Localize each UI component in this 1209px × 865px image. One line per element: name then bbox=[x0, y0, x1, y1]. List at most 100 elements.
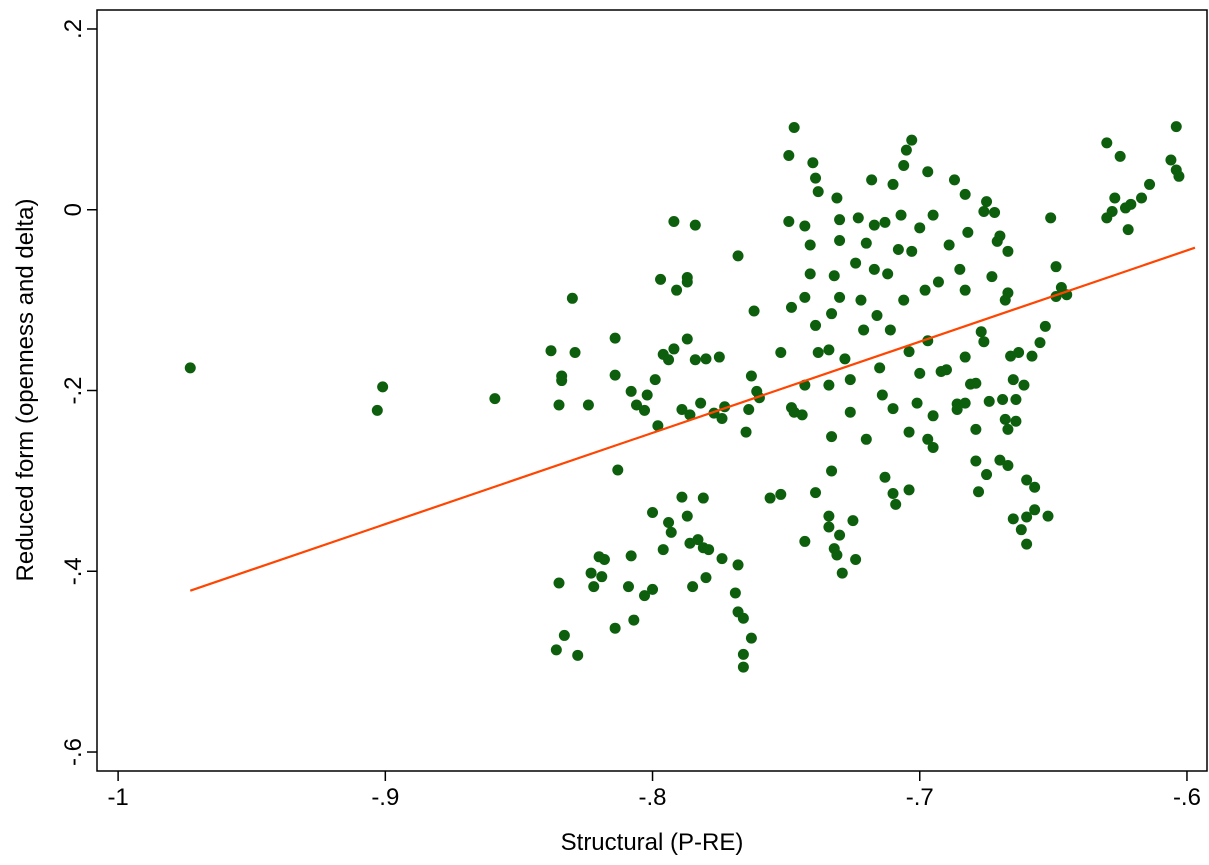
scatter-point bbox=[655, 273, 667, 285]
scatter-point bbox=[1045, 212, 1057, 224]
scatter-point bbox=[823, 510, 835, 522]
scatter-point bbox=[959, 351, 971, 363]
scatter-point bbox=[1029, 481, 1041, 493]
y-tick-label: -.2 bbox=[60, 376, 87, 404]
scatter-point bbox=[900, 144, 912, 156]
scatter-point bbox=[868, 219, 880, 231]
scatter-point bbox=[1114, 150, 1126, 162]
scatter-point bbox=[994, 230, 1006, 242]
scatter-point bbox=[866, 174, 878, 186]
scatter-point bbox=[663, 354, 675, 366]
scatter-point bbox=[785, 301, 797, 313]
scatter-point bbox=[625, 550, 637, 562]
scatter-point bbox=[823, 344, 835, 356]
scatter-point bbox=[732, 250, 744, 262]
scatter-point bbox=[697, 492, 709, 504]
scatter-point bbox=[922, 433, 934, 445]
y-tick-label: -.4 bbox=[60, 557, 87, 585]
scatter-point bbox=[596, 571, 608, 583]
scatter-point bbox=[1050, 261, 1062, 273]
x-tick-label: -.7 bbox=[906, 784, 934, 811]
x-tick-label: -.8 bbox=[639, 784, 667, 811]
scatter-point bbox=[609, 369, 621, 381]
scatter-point bbox=[622, 581, 634, 593]
scatter-point bbox=[1173, 170, 1185, 182]
scatter-point bbox=[914, 222, 926, 234]
scatter-point bbox=[911, 397, 923, 409]
scatter-point bbox=[978, 336, 990, 348]
scatter-point bbox=[783, 215, 795, 227]
scatter-point bbox=[970, 377, 982, 389]
scatter-point bbox=[989, 206, 1001, 218]
scatter-point bbox=[948, 174, 960, 186]
scatter-point bbox=[997, 394, 1009, 406]
scatter-point bbox=[999, 413, 1011, 425]
x-axis-label: Structural (P-RE) bbox=[561, 829, 744, 856]
scatter-point bbox=[799, 291, 811, 303]
scatter-point bbox=[959, 188, 971, 200]
scatter-point bbox=[914, 367, 926, 379]
scatter-point bbox=[1125, 198, 1137, 210]
scatter-point bbox=[558, 629, 570, 641]
scatter-point bbox=[981, 469, 993, 481]
scatter-point bbox=[858, 324, 870, 336]
scatter-point bbox=[804, 268, 816, 280]
scatter-point bbox=[906, 134, 918, 146]
scatter-point bbox=[932, 276, 944, 288]
scatter-point bbox=[1170, 121, 1182, 133]
scatter-point bbox=[962, 226, 974, 238]
x-tick-label: -1 bbox=[107, 784, 128, 811]
scatter-point bbox=[1002, 460, 1014, 472]
scatter-point bbox=[609, 332, 621, 344]
scatter-point bbox=[695, 397, 707, 409]
scatter-point bbox=[836, 567, 848, 579]
scatter-point bbox=[951, 403, 963, 415]
scatter-point bbox=[983, 395, 995, 407]
scatter-point bbox=[1002, 423, 1014, 435]
x-tick-label: -.6 bbox=[1173, 784, 1201, 811]
scatter-point bbox=[775, 347, 787, 359]
scatter-point bbox=[689, 354, 701, 366]
scatter-point bbox=[1021, 474, 1033, 486]
scatter-point bbox=[1029, 504, 1041, 516]
scatter-point bbox=[684, 409, 696, 421]
scatter-point bbox=[927, 209, 939, 221]
scatter-point bbox=[810, 487, 822, 499]
scatter-point bbox=[826, 465, 838, 477]
y-axis-label: Reduced form (openness and delta) bbox=[12, 199, 39, 582]
scatter-point bbox=[737, 648, 749, 660]
scatter-point bbox=[1021, 538, 1033, 550]
scatter-point bbox=[700, 353, 712, 365]
fit-line bbox=[189, 246, 1196, 592]
scatter-point bbox=[692, 534, 704, 546]
scatter-point bbox=[681, 510, 693, 522]
scatter-point bbox=[676, 403, 688, 415]
scatter-point bbox=[1034, 337, 1046, 349]
scatter-point bbox=[598, 554, 610, 566]
scatter-point bbox=[1026, 350, 1038, 362]
scatter-point bbox=[700, 572, 712, 584]
scatter-point bbox=[713, 351, 725, 363]
scatter-point bbox=[844, 374, 856, 386]
scatter-point bbox=[855, 294, 867, 306]
scatter-point bbox=[850, 554, 862, 566]
scatter-point bbox=[663, 516, 675, 528]
scatter-point bbox=[649, 374, 661, 386]
scatter-point bbox=[665, 526, 677, 538]
scatter-point bbox=[994, 454, 1006, 466]
scatter-point bbox=[671, 284, 683, 296]
scatter-point bbox=[812, 347, 824, 359]
scatter-point bbox=[799, 535, 811, 547]
scatter-point bbox=[703, 544, 715, 556]
scatter-point bbox=[681, 276, 693, 288]
scatter-point bbox=[975, 326, 987, 338]
scatter-point bbox=[959, 397, 971, 409]
scatter-point bbox=[860, 433, 872, 445]
scatter-point bbox=[978, 206, 990, 218]
scatter-point bbox=[716, 413, 728, 425]
scatter-point bbox=[647, 507, 659, 519]
scatter-point bbox=[895, 209, 907, 221]
scatter-point bbox=[879, 471, 891, 483]
scatter-point bbox=[1109, 192, 1121, 204]
